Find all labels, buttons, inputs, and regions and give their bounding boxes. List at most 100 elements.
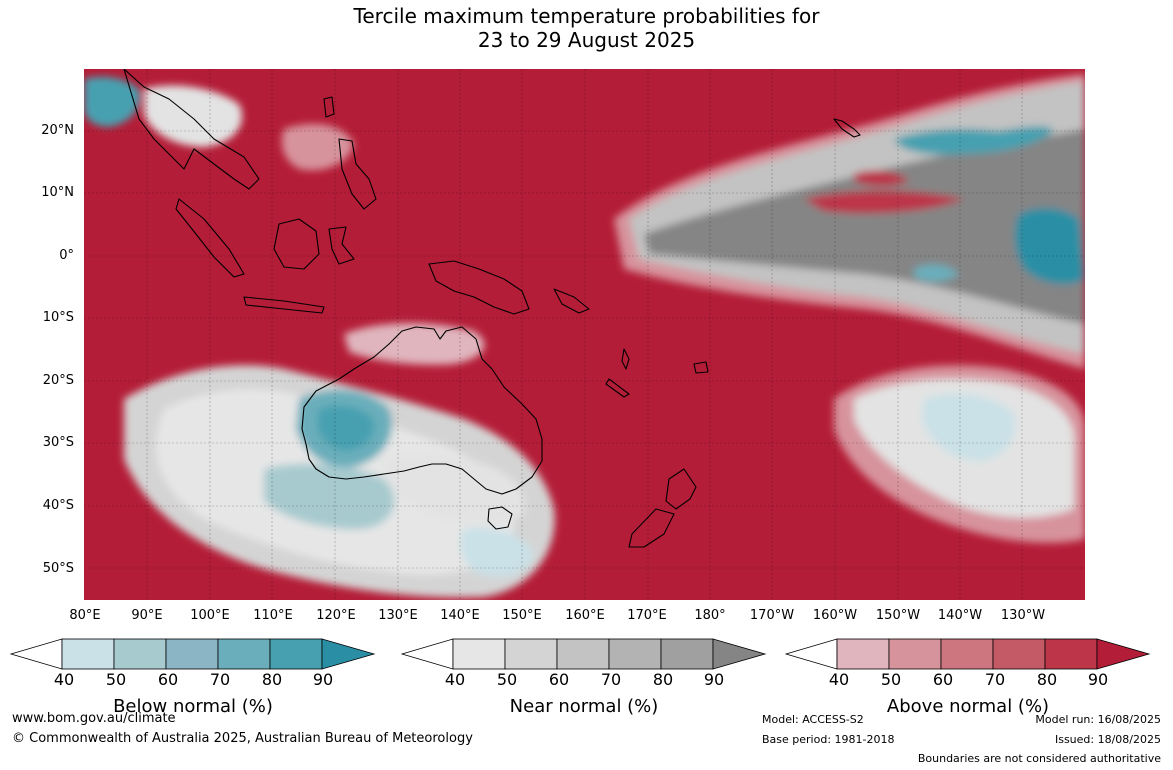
philippines-coastline — [338, 138, 377, 210]
map-canvas — [84, 69, 1085, 600]
map-title-line1: Tercile maximum temperature probabilitie… — [353, 4, 820, 28]
maritime-continent-near-normal — [281, 124, 354, 171]
colorbar-below-title: Below normal (%) — [113, 696, 273, 717]
lon-label-160e: 160°E — [565, 608, 605, 623]
colorbar-above-tick: 90 — [1087, 670, 1109, 689]
colorbar-upper-extension — [712, 638, 767, 670]
lat-label-10s: 10°S — [42, 310, 74, 325]
australia-coastline — [301, 326, 543, 495]
lon-label-100e: 100°E — [190, 608, 230, 623]
pacific-above-normal-patch — [854, 170, 909, 187]
northern-australia-near-normal — [344, 323, 485, 365]
sumatra-coastline — [175, 198, 245, 278]
colorbar-below-tick: 40 — [53, 670, 75, 689]
western-australia-below-normal-core — [317, 405, 375, 451]
model-name: Model: ACCESS-S2 — [762, 713, 864, 726]
issued-date: Issued: 18/08/2025 — [1054, 733, 1161, 746]
colorbar-segment — [992, 638, 1046, 670]
lat-label-30s: 30°S — [42, 435, 74, 450]
indochina-below-normal — [84, 76, 140, 127]
fiji-coastline — [693, 361, 709, 374]
colorbar-near-tick: 60 — [548, 670, 570, 689]
colorbar-segment — [61, 638, 115, 670]
new-zealand-north-coastline — [665, 468, 697, 510]
lon-label-170e: 170°E — [627, 608, 667, 623]
colorbar-segment — [269, 638, 323, 670]
colorbar-segment — [113, 638, 167, 670]
colorbar-segment — [888, 638, 942, 670]
coastlines — [123, 69, 861, 548]
solomon-islands-coastline — [553, 288, 590, 314]
colorbar-segment — [940, 638, 994, 670]
colorbar-segment — [452, 638, 506, 670]
colorbar-near-tick: 50 — [496, 670, 518, 689]
lon-label-130w: 130°W — [1000, 608, 1046, 623]
graticule — [84, 69, 1085, 600]
colorbar-upper-extension — [1096, 638, 1151, 670]
colorbar-above-tick: 60 — [932, 670, 954, 689]
colorbar-segment — [556, 638, 610, 670]
colorbar-above-swatches — [784, 638, 1151, 670]
vanuatu-coastline — [621, 348, 630, 370]
lat-label-40s: 40°S — [42, 498, 74, 513]
colorbar-below-tick: 90 — [312, 670, 334, 689]
sulawesi-coastline — [328, 226, 355, 265]
colorbar-near-title: Near normal (%) — [509, 696, 659, 717]
colorbar-segment — [504, 638, 558, 670]
new-zealand-south-coastline — [628, 508, 675, 548]
lon-label-90e: 90°E — [131, 608, 163, 623]
lat-label-20n: 20°N — [41, 123, 74, 138]
colorbar-below-tick: 60 — [157, 670, 179, 689]
taiwan-coastline — [323, 96, 335, 118]
indochina-coastline — [123, 69, 260, 190]
lon-label-120e: 120°E — [316, 608, 356, 623]
south-of-australia-below-normal — [460, 527, 534, 577]
colorbar-above-tick: 70 — [984, 670, 1006, 689]
lat-label-20s: 20°S — [42, 373, 74, 388]
lon-label-140e: 140°E — [440, 608, 480, 623]
lat-label-10n: 10°N — [41, 185, 74, 200]
southeast-pacific-below-normal — [922, 394, 1015, 461]
colorbar-segment — [836, 638, 890, 670]
colorbar-above-tick: 50 — [880, 670, 902, 689]
southern-indian-ocean-below-normal — [264, 463, 395, 530]
colorbar-lower-extension — [784, 638, 838, 670]
lat-label-50s: 50°S — [42, 561, 74, 576]
lon-label-160w: 160°W — [812, 608, 858, 623]
hawaii-coastline — [833, 118, 861, 138]
website-link[interactable]: www.bom.gov.au/climate — [12, 711, 176, 726]
colorbar-segment — [608, 638, 662, 670]
colorbar-near-swatches — [400, 638, 767, 670]
java-coastline — [243, 296, 325, 314]
new-guinea-coastline — [428, 260, 530, 315]
lon-label-130e: 130°E — [378, 608, 418, 623]
base-period: Base period: 1981-2018 — [762, 733, 895, 746]
lon-label-150e: 150°E — [502, 608, 542, 623]
colorbar-above — [784, 637, 1153, 675]
colorbar-below-tick: 70 — [209, 670, 231, 689]
pacific-above-normal-streak — [804, 190, 964, 214]
lon-label-150w: 150°W — [875, 608, 921, 623]
pacific-below-normal-patch-east — [1014, 207, 1084, 285]
indochina-near-normal — [144, 85, 243, 147]
tasmania-coastline — [487, 506, 513, 530]
lat-label-0: 0° — [59, 248, 74, 263]
colorbar-segment — [1044, 638, 1098, 670]
lon-label-110e: 110°E — [253, 608, 293, 623]
colorbar-near-tick: 90 — [703, 670, 725, 689]
lon-label-170w: 170°W — [749, 608, 795, 623]
colorbar-near-tick: 80 — [652, 670, 674, 689]
colorbar-above-tick: 40 — [828, 670, 850, 689]
new-caledonia-coastline — [605, 378, 630, 398]
australia-near-normal — [384, 453, 525, 525]
colorbar-upper-extension — [321, 638, 376, 670]
colorbar-segment — [660, 638, 714, 670]
colorbar-segment — [165, 638, 219, 670]
colorbar-below-tick: 80 — [261, 670, 283, 689]
colorbar-below-tick: 50 — [105, 670, 127, 689]
colorbar-segment — [217, 638, 271, 670]
colorbar-above-tick: 80 — [1036, 670, 1058, 689]
map-title-line2: 23 to 29 August 2025 — [477, 28, 696, 52]
lon-label-140w: 140°W — [937, 608, 983, 623]
model-run-date: Model run: 16/08/2025 — [1035, 713, 1161, 726]
